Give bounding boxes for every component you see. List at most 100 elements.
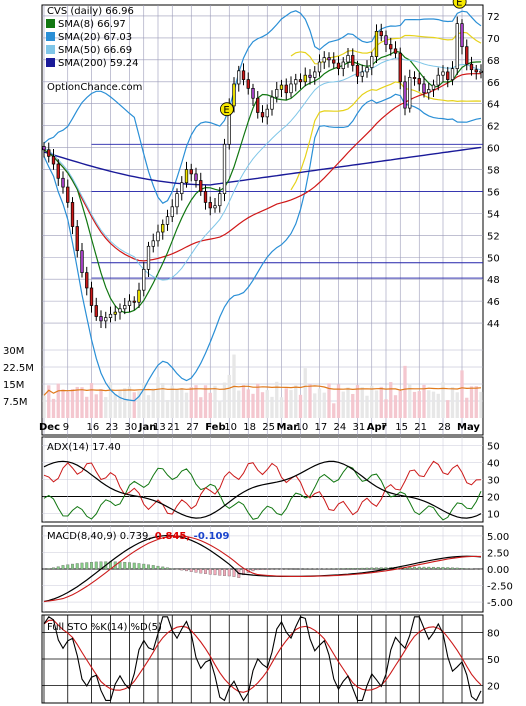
x-axis-label: 7 <box>381 422 387 433</box>
candle-body <box>246 79 250 89</box>
volume-bar <box>113 394 117 418</box>
candle-body <box>146 245 151 270</box>
volume-bar <box>332 403 336 418</box>
volume-bar <box>66 391 70 418</box>
x-axis-label: 15 <box>395 422 408 433</box>
macd-histogram-bar <box>223 568 226 576</box>
sma8-line <box>43 50 482 314</box>
legend-swatch <box>46 19 55 28</box>
candle-body <box>137 289 141 303</box>
volume-bar <box>161 382 165 418</box>
candle-body <box>431 84 436 90</box>
x-axis-label: May <box>457 422 480 433</box>
volume-bar <box>341 391 345 418</box>
macd-histogram-bar <box>417 566 421 570</box>
volume-bar <box>227 374 231 418</box>
volume-bar <box>446 400 450 418</box>
price-tick-label: 68 <box>487 56 500 67</box>
candle-body <box>113 311 117 315</box>
macd-panel: 5.00 2.50 0.00 -2.50 -5.00 MACD(8,40,9) 0.739… <box>41 525 513 613</box>
price-title: CVS (daily) 66.96 <box>47 6 134 17</box>
volume-bar <box>465 397 469 418</box>
candle-body <box>284 84 288 94</box>
candle-body <box>313 71 317 78</box>
candle-body <box>265 108 269 118</box>
candle-body <box>436 74 440 86</box>
volume-bar <box>294 385 298 418</box>
candle-body <box>251 88 255 99</box>
volume-bar <box>389 382 393 418</box>
sma20-line <box>43 57 482 281</box>
candle-body <box>94 305 98 317</box>
legend-entry: SMA(20) 67.03 <box>58 32 132 43</box>
candle-body <box>393 48 398 54</box>
volume-bar <box>85 396 89 418</box>
candle-body <box>213 205 217 209</box>
candle-body <box>422 83 426 94</box>
adx-minus-di <box>43 460 482 516</box>
earnings-marker <box>452 0 467 9</box>
candle-body <box>460 23 464 48</box>
candle-body <box>298 79 303 83</box>
volume-tick-label: 22.5M <box>3 363 34 374</box>
volume-bar <box>51 398 56 418</box>
volume-bar <box>70 389 75 418</box>
candle-body <box>189 169 193 175</box>
candle-body <box>469 63 474 71</box>
earnings-marker-label: E <box>456 0 462 9</box>
legend-swatch <box>46 32 55 41</box>
candle-body <box>208 202 212 209</box>
macd-histogram-bar <box>379 567 383 570</box>
x-axis-label: 24 <box>334 422 347 433</box>
x-axis-label: Dec <box>39 422 60 433</box>
price-tick-label: 64 <box>487 100 500 111</box>
macd-histogram-bar <box>242 568 245 576</box>
x-axis-label: 10 <box>296 422 309 433</box>
volume-bar <box>327 383 331 418</box>
macd-histogram-bar <box>189 568 193 572</box>
macd-histogram-bar <box>213 568 217 576</box>
macd-histogram-bar <box>90 562 93 570</box>
volume-bar <box>289 390 293 418</box>
price-tick-label: 56 <box>487 187 500 198</box>
macd-histogram-bar <box>56 566 60 570</box>
volume-bar <box>127 386 132 418</box>
candle-body <box>346 55 350 63</box>
keltner-lower <box>290 81 482 191</box>
macd-label: MACD(8,40,9) 0.739, 0.845, -0.109 <box>47 531 229 542</box>
macd-tick-label: 2.50 <box>487 548 509 559</box>
macd-histogram-bar <box>227 568 231 577</box>
macd-histogram-bar <box>123 562 127 570</box>
candle-body <box>184 169 189 184</box>
candle-body <box>61 177 65 188</box>
candle-body <box>303 74 307 83</box>
volume-bar <box>189 387 193 418</box>
candle-body <box>161 224 165 233</box>
volume-bar <box>256 383 260 418</box>
x-axis-label: Jan <box>138 422 157 433</box>
candle-body <box>42 146 46 151</box>
candle-body <box>222 143 227 194</box>
volume-bar <box>336 384 341 418</box>
macd-histogram-bar <box>413 566 416 570</box>
candle-body <box>289 83 293 94</box>
x-axis-label: 21 <box>414 422 427 433</box>
volume-bar <box>80 387 84 418</box>
volume-average-line <box>43 385 482 396</box>
candle-body <box>151 240 155 247</box>
x-axis-label: 27 <box>186 422 199 433</box>
x-axis-label: 16 <box>87 422 100 433</box>
macd-histogram-bar <box>218 568 222 576</box>
candle-body <box>317 61 322 73</box>
volume-bar <box>56 383 60 418</box>
macd-histogram-bar <box>132 562 136 570</box>
macd-line <box>43 534 482 603</box>
macd-value2: -0.109 <box>194 531 230 542</box>
macd-histogram-bar <box>375 567 378 570</box>
price-tick-label: 44 <box>487 319 500 330</box>
candle-body <box>294 79 298 85</box>
adx-tick-label: 40 <box>487 459 500 470</box>
price-legend: CVS (daily) 66.96 SMA(8) 66.97 SMA(20) 67.… <box>46 6 142 93</box>
volume-bar <box>374 390 379 418</box>
